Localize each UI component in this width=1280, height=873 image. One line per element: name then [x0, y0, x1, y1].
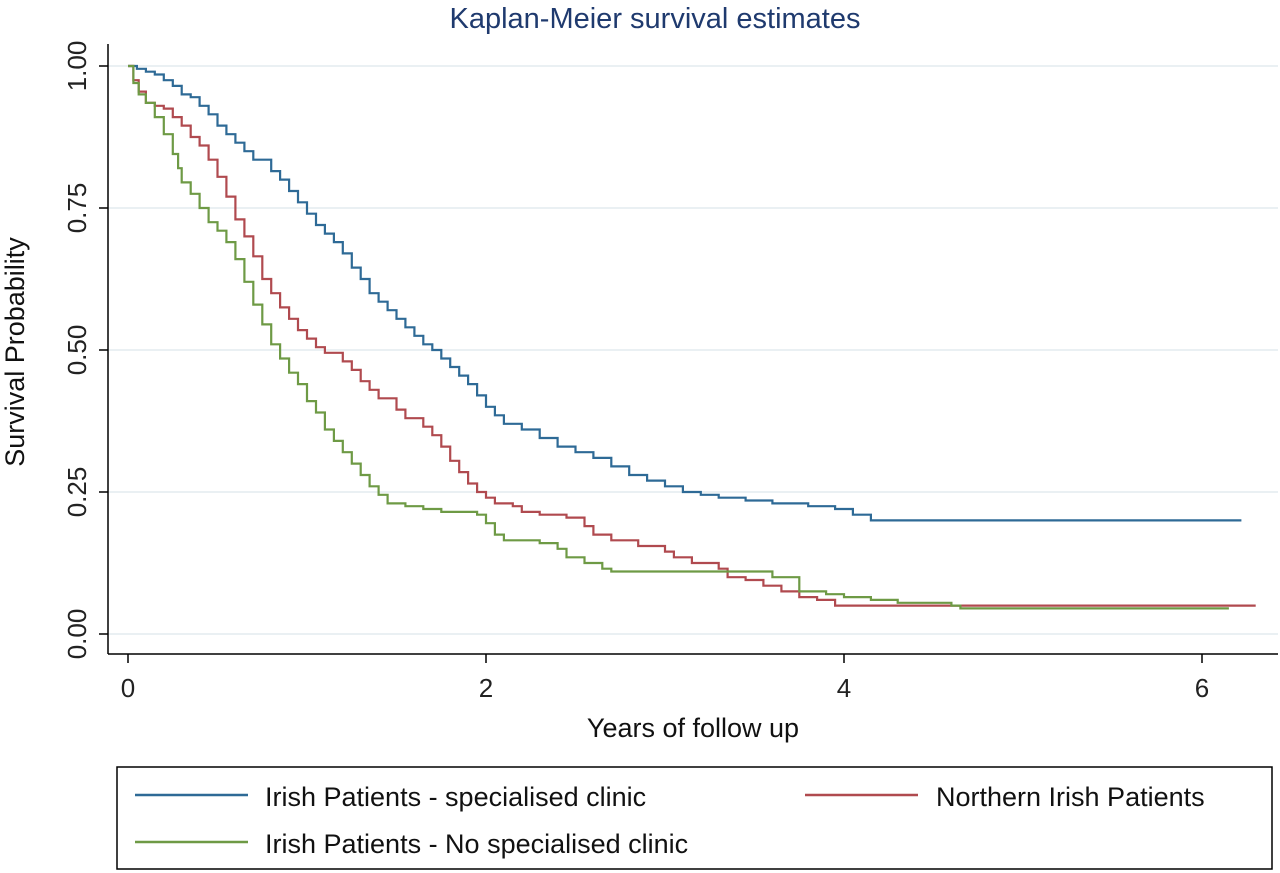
- x-axis-ticks: 0 2 4 6: [121, 654, 1209, 703]
- legend-label-northern-irish: Northern Irish Patients: [936, 782, 1205, 812]
- series-line-irish-no-specialised: [128, 64, 1229, 610]
- x-tick-label: 2: [479, 673, 493, 703]
- series-line-northern-irish: [128, 64, 1256, 607]
- y-axis-label: Survival Probability: [0, 237, 30, 467]
- x-tick-label: 0: [121, 673, 135, 703]
- y-tick-label: 0.75: [62, 183, 92, 234]
- y-axis-ticks: 0.00 0.25 0.50 0.75 1.00: [62, 41, 108, 660]
- y-tick-label: 0.50: [62, 325, 92, 376]
- y-tick-label: 0.25: [62, 467, 92, 518]
- x-tick-label: 6: [1195, 673, 1209, 703]
- x-axis-label: Years of follow up: [587, 713, 799, 743]
- series-line-irish-specialised: [128, 64, 1242, 522]
- y-tick-label: 0.00: [62, 609, 92, 660]
- chart-title: Kaplan-Meier survival estimates: [450, 3, 861, 35]
- legend-label-irish-specialised: Irish Patients - specialised clinic: [265, 782, 646, 812]
- x-tick-label: 4: [837, 673, 851, 703]
- legend-label-irish-no-specialised: Irish Patients - No specialised clinic: [265, 829, 688, 859]
- legend: Irish Patients - specialised clinic Nort…: [116, 766, 1273, 870]
- y-tick-label: 1.00: [62, 41, 92, 92]
- legend-box: [116, 766, 1273, 870]
- plot-series: [128, 64, 1256, 610]
